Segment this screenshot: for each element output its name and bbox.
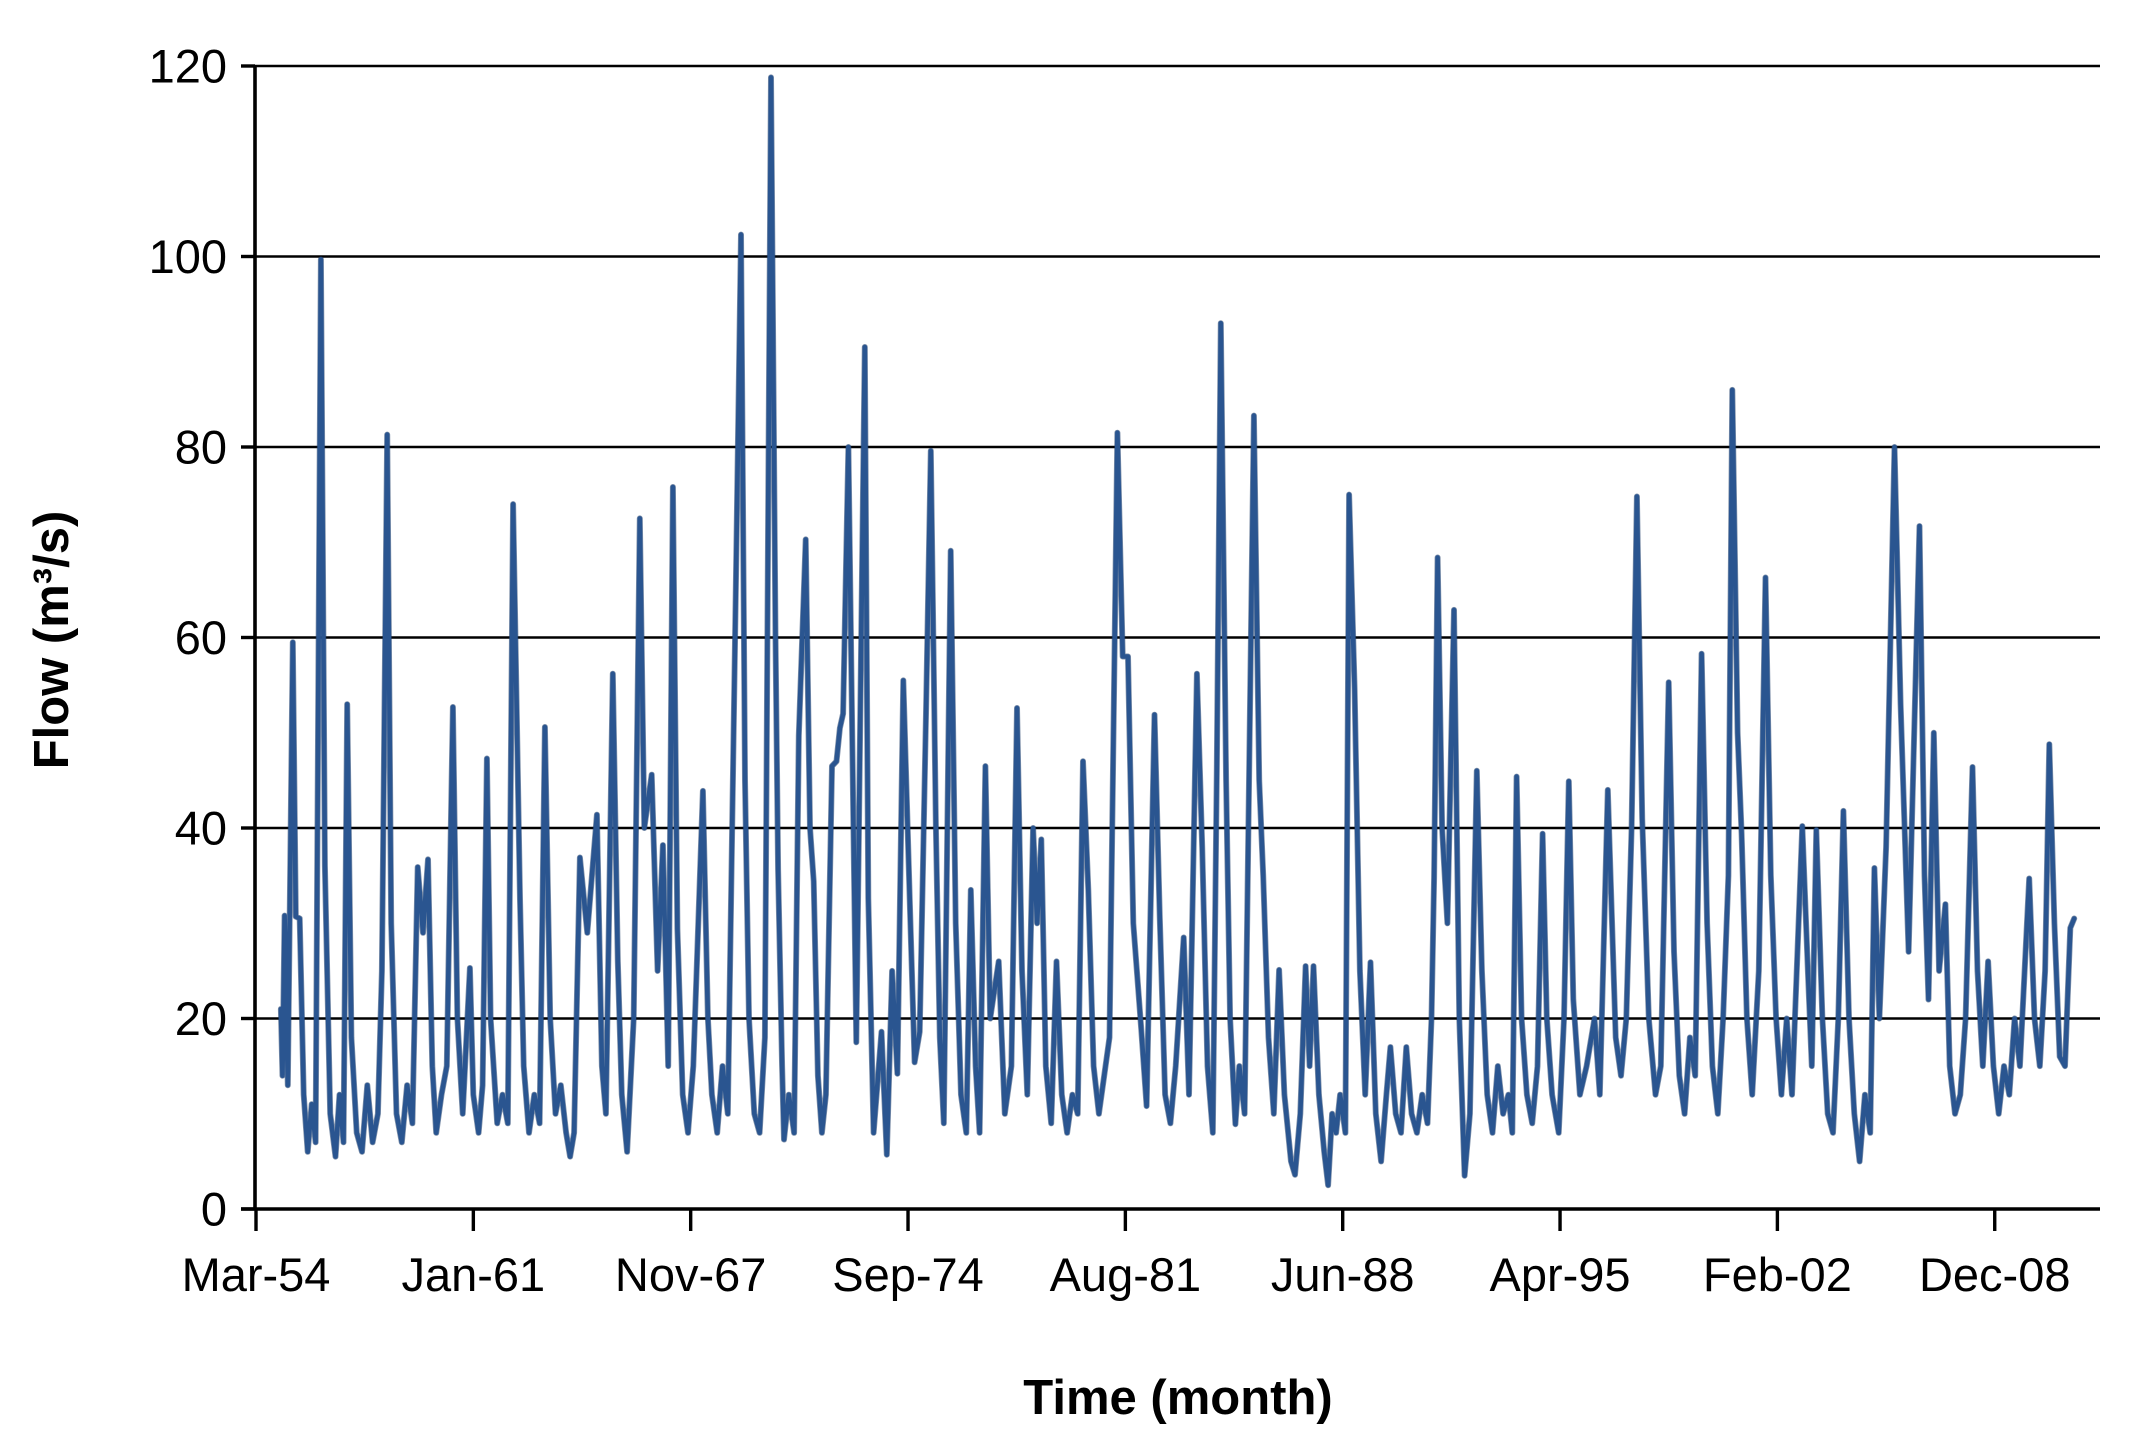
x-tick-label: Aug-81 [1050, 1248, 1202, 1301]
x-tick-label: Jan-61 [401, 1248, 545, 1301]
x-tick-label: Feb-02 [1703, 1248, 1852, 1301]
x-tick-label: Sep-74 [832, 1248, 984, 1301]
y-tick-label: 60 [175, 611, 227, 664]
x-tick-label: Jun-88 [1271, 1248, 1415, 1301]
y-tick-label: 100 [149, 230, 227, 283]
x-tick-label: Apr-95 [1490, 1248, 1631, 1301]
x-tick-label: Mar-54 [182, 1248, 331, 1301]
x-axis-title: Time (month) [1023, 1371, 1333, 1425]
x-tick-label: Dec-08 [1919, 1248, 2071, 1301]
y-tick-label: 20 [175, 992, 227, 1045]
x-tick-label: Nov-67 [615, 1248, 767, 1301]
y-tick-label: 40 [175, 802, 227, 855]
y-tick-label: 120 [149, 40, 227, 93]
y-tick-label: 80 [175, 421, 227, 474]
flow-series-line [278, 75, 2077, 1188]
y-axis-title: Flow (m³/s) [25, 510, 79, 770]
y-tick-label: 0 [201, 1183, 227, 1236]
